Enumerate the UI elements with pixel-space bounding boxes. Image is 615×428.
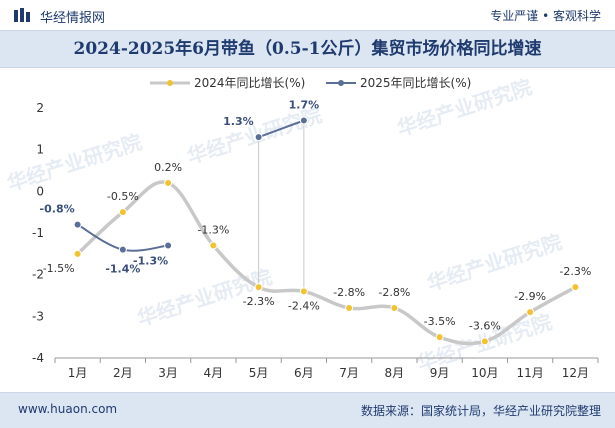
- footer-website[interactable]: www.huaon.com: [18, 402, 118, 416]
- x-tick-label: 5月: [249, 366, 269, 380]
- axes: 2 1 0 -1 -2 -3 -4 1月 2月 3月 4月 5月 6月 7月 8月 9月 10月 11月 12月: [32, 101, 599, 380]
- title-band: 2024-2025年6月带鱼（0.5-1公斤）集贸市场价格同比增速: [0, 30, 615, 68]
- marker-2025: [73, 220, 82, 229]
- x-tick-label: 12月: [562, 366, 589, 380]
- data-label-2025: -1.4%: [105, 263, 140, 276]
- brand-name[interactable]: 华经情报网: [40, 11, 106, 26]
- tagline: 专业严谨 • 客观科学: [490, 9, 601, 23]
- marker-2024: [390, 304, 399, 312]
- marker-2024: [73, 249, 82, 258]
- footer-source: 数据来源：国家统计局，华经产业研究院整理: [360, 404, 601, 418]
- y-tick-label: 0: [36, 184, 44, 198]
- data-label-2025: -1.3%: [133, 255, 168, 268]
- y-tick-label: -1: [32, 226, 44, 240]
- y-tick-label: -2: [32, 268, 44, 282]
- x-tick-label: 4月: [204, 366, 224, 380]
- top-bar: 华经情报网 专业严谨 • 客观科学: [0, 0, 615, 30]
- marker-2024: [571, 283, 580, 292]
- brand-logo-icon: [14, 8, 30, 22]
- data-label-2024: -1.5%: [43, 262, 75, 275]
- marker-2024: [480, 337, 489, 346]
- x-tick-label: 11月: [516, 366, 543, 380]
- marker-2024: [299, 287, 308, 296]
- data-label-2024: -2.4%: [288, 299, 320, 312]
- guide-lines: [258, 120, 305, 292]
- data-label-2024: -2.9%: [514, 290, 546, 303]
- data-label-2025: -0.8%: [40, 203, 75, 216]
- data-label-2024: -2.8%: [333, 286, 365, 299]
- marker-2025: [299, 116, 308, 125]
- y-tick-label: -4: [32, 351, 44, 365]
- marker-2024: [209, 241, 218, 250]
- data-label-2024: -2.3%: [559, 265, 591, 278]
- marker-2025: [164, 241, 173, 250]
- footer-band: www.huaon.com 数据来源：国家统计局，华经产业研究院整理: [0, 392, 615, 428]
- data-label-2024: -1.3%: [197, 224, 229, 237]
- x-tick-label: 7月: [339, 366, 359, 380]
- watermark-text: 华经产业研究院: [424, 230, 565, 296]
- x-tick-label: 3月: [158, 366, 178, 380]
- watermark-text: 华经产业研究院: [4, 130, 145, 196]
- data-label-2024: -2.8%: [378, 286, 410, 299]
- marker-2024: [345, 304, 354, 312]
- legend-marker-2024: [167, 80, 173, 86]
- x-tick-label: 1月: [68, 366, 88, 380]
- y-tick-label: -3: [32, 309, 44, 323]
- legend: 2024年同比增长(%) 2025年同比增长(%): [150, 76, 471, 90]
- marker-2025: [254, 133, 263, 142]
- legend-label-2024: 2024年同比增长(%): [194, 76, 305, 90]
- chart-title: 2024-2025年6月带鱼（0.5-1公斤）集贸市场价格同比增速: [73, 39, 542, 59]
- marker-2025: [118, 245, 127, 254]
- x-tick-label: 2月: [113, 366, 133, 380]
- legend-marker-2025: [338, 80, 344, 86]
- marker-2024: [164, 179, 173, 187]
- marker-2024: [435, 333, 444, 342]
- x-tick-label: 9月: [430, 366, 450, 380]
- data-label-2025: 1.7%: [289, 99, 320, 112]
- marker-2024: [254, 283, 263, 292]
- legend-label-2025: 2025年同比增长(%): [360, 76, 471, 90]
- x-tick-label: 8月: [385, 366, 405, 380]
- data-label-2025: 1.3%: [223, 115, 254, 128]
- line-chart: 华经产业研究院 华经产业研究院华经产业研究院华经产业研究院华经产业研究院华经产业研…: [4, 75, 599, 380]
- data-labels: -1.5% -0.5% 0.2% -1.3% -2.3% -2.4% -2.8% -2.8% -…: [40, 99, 592, 333]
- x-tick-label: 6月: [294, 366, 314, 380]
- series-markers: [73, 116, 580, 346]
- data-label-2024: -3.6%: [469, 319, 501, 332]
- marker-2024: [526, 308, 535, 317]
- data-label-2024: -3.5%: [424, 315, 456, 328]
- marker-2024: [118, 208, 127, 217]
- data-label-2024: 0.2%: [154, 161, 182, 174]
- y-tick-label: 1: [36, 143, 44, 157]
- data-label-2024: -2.3%: [243, 295, 275, 308]
- x-tick-label: 10月: [471, 366, 498, 380]
- y-tick-label: 2: [36, 101, 44, 115]
- data-label-2024: -0.5%: [107, 190, 139, 203]
